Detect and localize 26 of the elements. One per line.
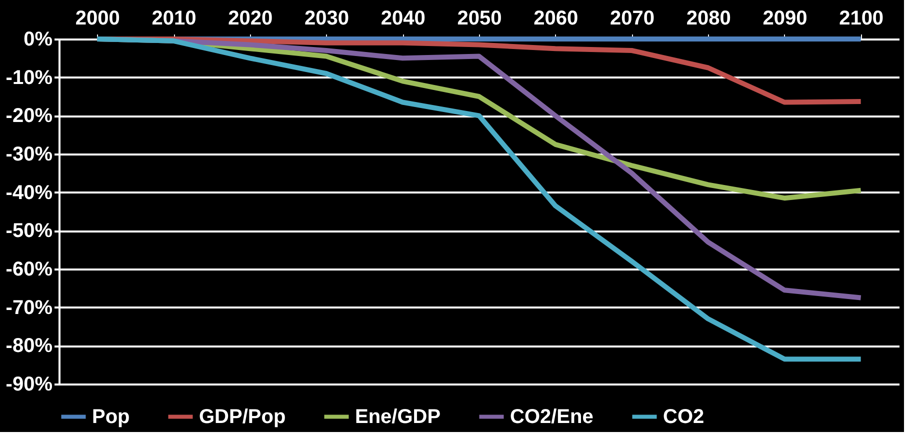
legend-label: GDP/Pop (199, 406, 286, 428)
y-tick-label: -50% (6, 220, 53, 242)
x-tick-label: 2090 (762, 8, 808, 30)
y-tick-label: 0% (24, 28, 53, 50)
x-tick-label: 2060 (534, 8, 578, 30)
x-tick-label: 2030 (304, 8, 350, 30)
x-tick-label: 2000 (75, 8, 120, 30)
y-tick-label: -60% (6, 258, 53, 280)
x-tick-label: 2070 (610, 8, 654, 30)
legend-label: CO2 (663, 406, 704, 428)
y-tick-label: -10% (6, 66, 53, 89)
y-tick-label: -80% (6, 335, 53, 358)
y-tick-label: -90% (6, 374, 53, 396)
x-tick-label: 2080 (686, 8, 731, 30)
x-tick-label: 2050 (457, 8, 502, 30)
x-tick-label: 2040 (380, 8, 426, 30)
y-tick-label: -40% (6, 182, 53, 204)
x-tick-label: 2010 (152, 8, 196, 30)
legend-label: Ene/GDP (355, 406, 441, 428)
y-tick-label: -70% (6, 296, 53, 319)
legend-label: CO2/Ene (510, 406, 594, 428)
y-tick-label: -30% (6, 144, 53, 166)
legend-label: Pop (92, 406, 130, 428)
x-tick-label: 2020 (228, 8, 273, 30)
x-tick-label: 2100 (839, 8, 884, 30)
y-tick-label: -20% (6, 105, 53, 128)
